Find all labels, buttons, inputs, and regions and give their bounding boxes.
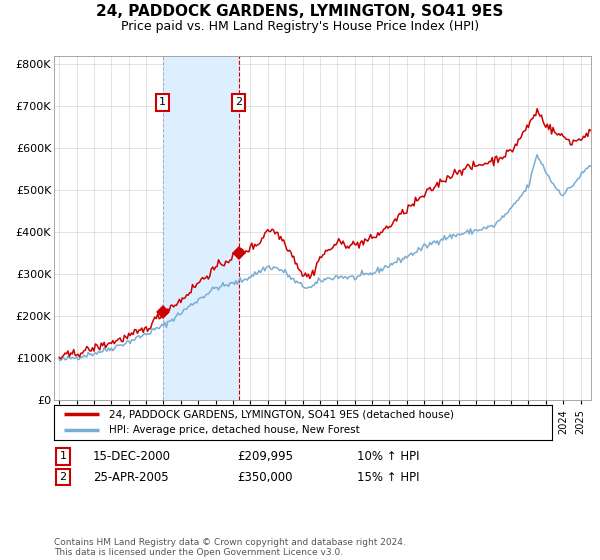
Text: 15% ↑ HPI: 15% ↑ HPI: [357, 470, 419, 484]
Text: £350,000: £350,000: [237, 470, 293, 484]
Text: 10% ↑ HPI: 10% ↑ HPI: [357, 450, 419, 463]
Text: Price paid vs. HM Land Registry's House Price Index (HPI): Price paid vs. HM Land Registry's House …: [121, 20, 479, 32]
Bar: [163, 56, 239, 400]
Text: 1: 1: [59, 451, 67, 461]
Text: HPI: Average price, detached house, New Forest: HPI: Average price, detached house, New …: [109, 425, 359, 435]
Text: 1: 1: [159, 97, 166, 108]
Text: 24, PADDOCK GARDENS, LYMINGTON, SO41 9ES: 24, PADDOCK GARDENS, LYMINGTON, SO41 9ES: [97, 4, 503, 20]
Text: 2: 2: [235, 97, 242, 108]
Text: Contains HM Land Registry data © Crown copyright and database right 2024.
This d: Contains HM Land Registry data © Crown c…: [54, 538, 406, 557]
Text: £209,995: £209,995: [237, 450, 293, 463]
Text: 2: 2: [59, 472, 67, 482]
Text: 25-APR-2005: 25-APR-2005: [93, 470, 169, 484]
Text: 24, PADDOCK GARDENS, LYMINGTON, SO41 9ES (detached house): 24, PADDOCK GARDENS, LYMINGTON, SO41 9ES…: [109, 409, 454, 419]
Text: 15-DEC-2000: 15-DEC-2000: [93, 450, 171, 463]
